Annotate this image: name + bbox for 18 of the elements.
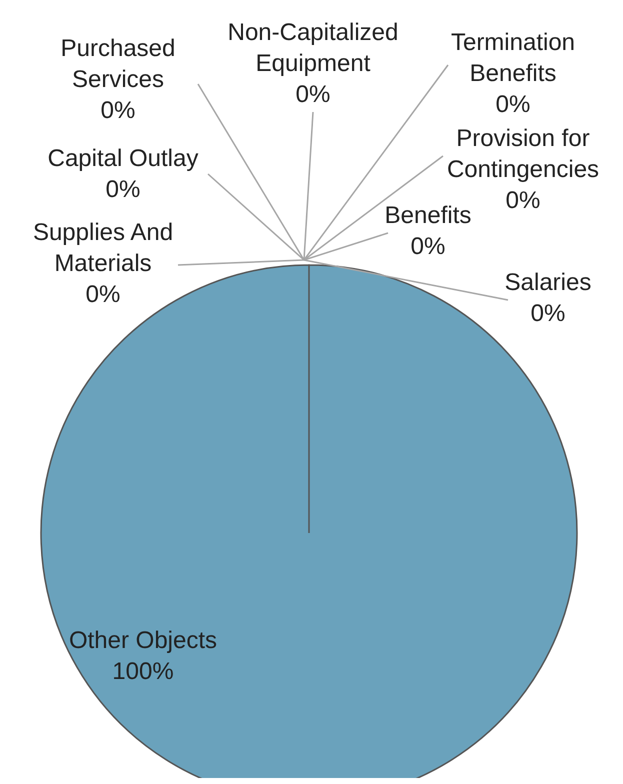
category-label: Capital Outlay (48, 145, 198, 172)
category-label: Provision for Contingencies (446, 125, 600, 183)
category-label: Termination Benefits (450, 29, 576, 87)
text: 0% (100, 97, 136, 124)
category-label: Salaries (504, 269, 592, 296)
text: 0% (86, 281, 120, 308)
text: 0% (496, 91, 530, 118)
text: 0% (296, 81, 330, 108)
slice-label: Other Objects (68, 627, 218, 654)
text: 0% (106, 176, 140, 203)
category-label: Purchased Services (60, 35, 176, 93)
category-label: Supplies And Materials (32, 219, 174, 277)
text: 0% (506, 187, 540, 214)
text: 0% (530, 300, 566, 327)
category-label: Benefits (384, 202, 472, 229)
text: 0% (410, 233, 446, 260)
category-label: Non-Capitalized Equipment (228, 19, 398, 77)
data-label: 100% (112, 658, 174, 685)
